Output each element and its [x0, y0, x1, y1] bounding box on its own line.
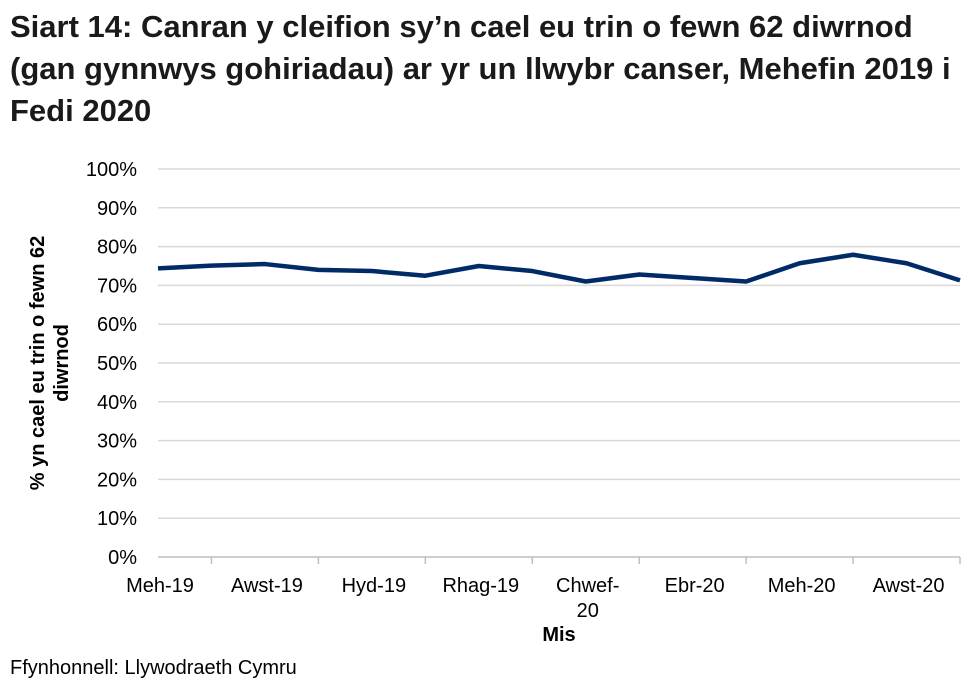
x-tick-label: Hyd-19 [341, 575, 407, 597]
y-tick-label: 30% [97, 431, 137, 453]
y-tick-label: 80% [97, 237, 137, 259]
x-tick-label: Awst-20 [872, 575, 945, 597]
x-tick-label: Ebr-20 [664, 575, 725, 597]
x-tick-label: Chwef-20 [556, 575, 620, 622]
y-tick-label: 0% [108, 547, 137, 569]
y-tick-label: 100% [86, 159, 137, 181]
source-note: Ffynhonnell: Llywodraeth Cymru [10, 657, 297, 679]
y-tick-label: 40% [97, 392, 137, 414]
y-tick-label: 60% [97, 314, 137, 336]
series-line [157, 252, 961, 284]
x-tick-label: Meh-19 [126, 575, 194, 597]
chart-title: Siart 14: Canran y cleifion sy’n cael eu… [10, 9, 951, 128]
y-tick-label: 50% [97, 353, 137, 375]
y-tick-label: 90% [97, 198, 137, 220]
x-tick-label: Rhag-19 [442, 575, 520, 597]
x-tick-label: Meh-20 [767, 575, 836, 597]
y-axis-title: % yn cael eu trin o fewn 62 diwrnod [27, 236, 73, 491]
y-tick-label: 70% [97, 275, 137, 297]
y-tick-label: 10% [97, 508, 137, 530]
y-tick-label: 20% [97, 469, 137, 491]
x-axis-title: Mis [542, 624, 575, 646]
x-tick-label: Awst-19 [230, 575, 303, 597]
